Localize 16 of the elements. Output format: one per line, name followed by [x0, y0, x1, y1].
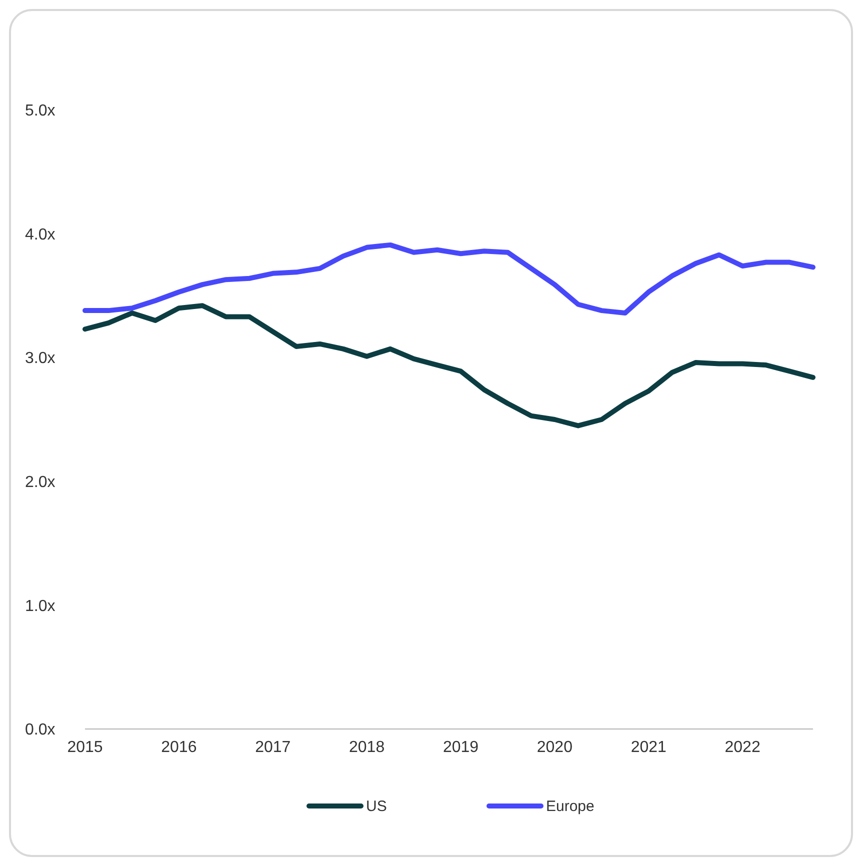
y-tick-label: 5.0x	[25, 102, 56, 120]
x-tick-label: 2016	[161, 739, 197, 756]
y-tick-label: 4.0x	[25, 226, 56, 244]
x-tick-label: 2018	[349, 739, 385, 756]
legend-label: US	[366, 798, 387, 815]
x-tick-label: 2015	[67, 739, 103, 756]
y-tick-label: 0.0x	[25, 722, 56, 739]
x-tick-label: 2021	[630, 739, 667, 756]
y-tick-label: 1.0x	[25, 598, 56, 615]
legend-label: Europe	[546, 798, 594, 815]
x-tick-label: 2019	[442, 739, 479, 756]
x-tick-label: 2022	[724, 739, 760, 756]
y-tick-label: 2.0x	[25, 474, 56, 491]
x-tick-label: 2017	[255, 739, 291, 756]
x-tick-label: 2020	[536, 739, 573, 756]
y-tick-label: 3.0x	[25, 350, 56, 368]
